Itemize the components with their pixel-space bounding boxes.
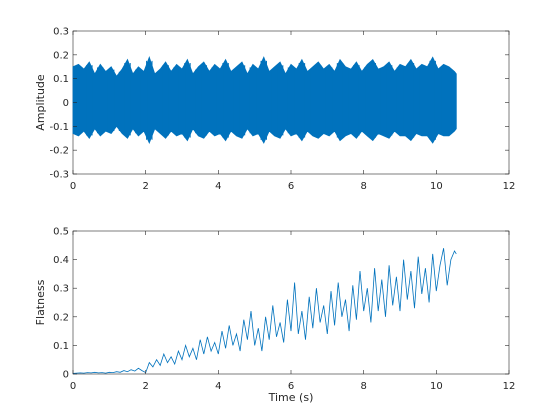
x-tick-label: 6 (288, 181, 294, 192)
y-tick-label: 0 (63, 98, 69, 109)
flatness-x-label: Time (s) (268, 391, 314, 404)
y-tick-label: 0.4 (53, 255, 69, 266)
x-tick-label: 10 (430, 181, 443, 192)
amplitude-x-ticks: 0 2 4 6 8 10 12 (70, 31, 516, 192)
amplitude-plot-area (72, 55, 457, 145)
y-tick-label: 0 (63, 370, 69, 381)
x-tick-label: 12 (503, 181, 516, 192)
flatness-axes-frame (72, 230, 510, 375)
x-tick-label: 2 (142, 181, 148, 192)
x-tick-label: 8 (360, 181, 366, 192)
flatness-y-label: Flatness (34, 279, 47, 325)
y-tick-label: -0.3 (49, 170, 69, 181)
y-tick-label: 0.1 (53, 74, 69, 85)
y-tick-label: 0.1 (53, 341, 69, 352)
amplitude-y-ticks: -0.3 -0.2 -0.1 0 0.1 0.2 0.3 (49, 27, 509, 181)
flatness-line (72, 248, 457, 374)
y-tick-label: 0.2 (53, 312, 69, 323)
y-tick-label: 0.3 (53, 284, 69, 295)
flatness-x-ticks: 0 2 4 6 8 10 12 (70, 231, 516, 392)
flatness-y-ticks: 0 0.1 0.2 0.3 0.4 0.5 (53, 227, 509, 381)
y-tick-label: -0.1 (49, 122, 69, 133)
x-tick-label: 2 (142, 381, 148, 392)
x-tick-label: 6 (288, 381, 294, 392)
x-tick-label: 12 (503, 381, 516, 392)
amplitude-y-label: Amplitude (34, 74, 47, 131)
x-tick-label: 4 (215, 381, 221, 392)
amplitude-axes: 0 2 4 6 8 10 12 -0.3 -0.2 -0.1 0 0.1 0.2 0.3 Amplitu… (34, 27, 515, 193)
y-tick-label: 0.5 (53, 227, 69, 238)
y-tick-label: 0.2 (53, 50, 69, 61)
x-tick-label: 0 (70, 381, 76, 392)
flatness-axes: 0 2 4 6 8 10 12 0 0.1 0.2 0.3 0.4 0.5 Flatness Time… (34, 227, 515, 405)
y-tick-label: 0.3 (53, 27, 69, 38)
x-tick-label: 8 (360, 381, 366, 392)
x-tick-label: 0 (70, 181, 76, 192)
y-tick-label: -0.2 (49, 146, 69, 157)
x-tick-label: 4 (215, 181, 221, 192)
x-tick-label: 10 (430, 381, 443, 392)
flatness-plot-area (72, 248, 457, 374)
